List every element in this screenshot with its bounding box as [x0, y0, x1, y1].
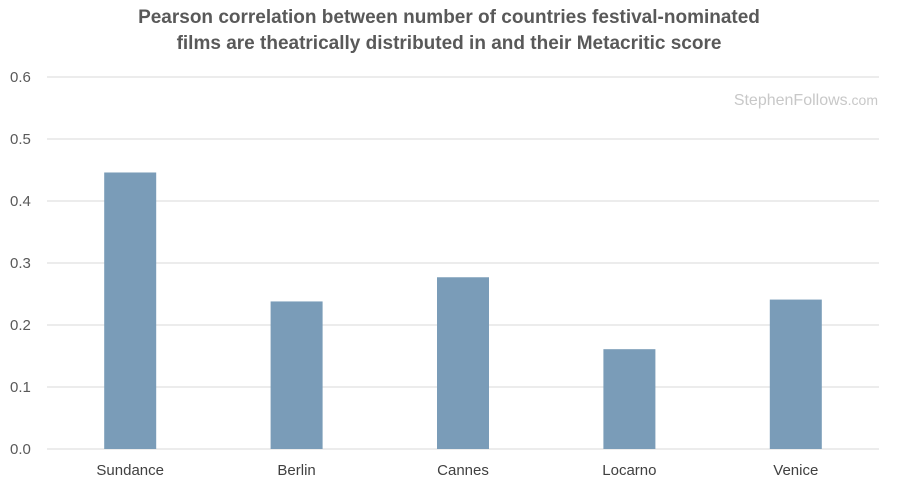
x-tick-label: Venice [773, 462, 818, 479]
watermark-main: StephenFollows [734, 92, 848, 109]
watermark: StephenFollows.com [734, 92, 878, 109]
bar-cannes [437, 277, 489, 449]
y-tick-label: 0.6 [10, 69, 31, 86]
x-axis: Sundance Berlin Cannes Locarno Venice [96, 462, 818, 479]
y-axis: 0.0 0.1 0.2 0.3 0.4 0.5 0.6 [10, 69, 31, 458]
bar-berlin [270, 301, 323, 449]
x-tick-label: Berlin [277, 462, 315, 479]
x-tick-label: Locarno [602, 462, 656, 479]
chart-title-line-2: films are theatrically distributed in an… [177, 33, 722, 54]
y-tick-label: 0.5 [10, 131, 31, 148]
bar-locarno [603, 349, 656, 449]
y-tick-label: 0.2 [10, 317, 31, 334]
y-tick-label: 0.0 [10, 441, 31, 458]
bar-sundance [104, 172, 157, 450]
y-tick-label: 0.4 [10, 193, 31, 210]
watermark-domain: .com [848, 92, 878, 108]
y-tick-label: 0.1 [10, 379, 31, 396]
x-tick-label: Sundance [96, 462, 164, 479]
x-tick-label: Cannes [437, 462, 489, 479]
y-tick-label: 0.3 [10, 255, 31, 272]
bars [104, 172, 822, 450]
bar-venice [769, 299, 822, 449]
chart-title: Pearson correlation between number of co… [138, 7, 760, 54]
chart-title-line-1: Pearson correlation between number of co… [138, 7, 760, 28]
